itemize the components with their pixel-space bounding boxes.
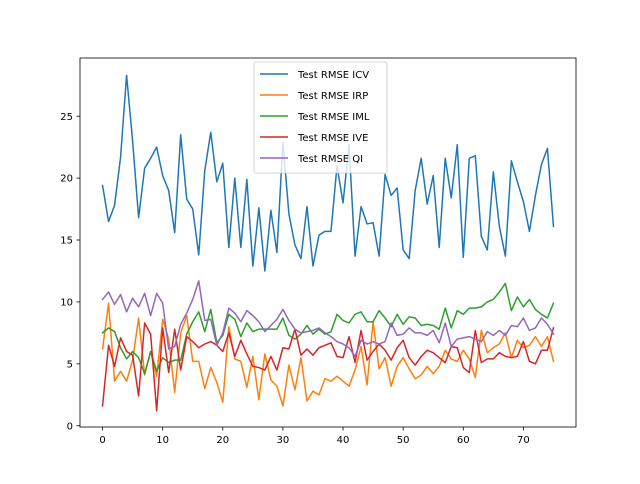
y-tick-label: 0 bbox=[67, 421, 73, 432]
legend-label-0: Test RMSE ICV bbox=[297, 70, 369, 81]
x-tick-label: 60 bbox=[457, 435, 470, 446]
y-tick-label: 20 bbox=[60, 174, 73, 185]
series-line-0 bbox=[101, 74, 555, 272]
x-tick-label: 50 bbox=[397, 435, 410, 446]
x-tick-label: 30 bbox=[277, 435, 290, 446]
legend-label-3: Test RMSE IVE bbox=[297, 133, 368, 144]
x-tick-label: 40 bbox=[337, 435, 350, 446]
series-line-3 bbox=[101, 322, 555, 412]
y-tick-label: 15 bbox=[60, 236, 73, 247]
x-tick-label: 10 bbox=[156, 435, 169, 446]
axes: 0 10 20 30 40 50 60 70 0 5 10 15 20 25 bbox=[60, 57, 577, 446]
legend-label-1: Test RMSE IRP bbox=[297, 91, 368, 102]
x-tick-label: 0 bbox=[99, 435, 105, 446]
series-line-2 bbox=[101, 282, 555, 375]
legend-label-2: Test RMSE IML bbox=[297, 112, 370, 123]
series-line-1 bbox=[101, 302, 555, 407]
y-tick-label: 5 bbox=[67, 359, 73, 370]
legend: Test RMSE ICV Test RMSE IRP Test RMSE IML T… bbox=[253, 61, 388, 174]
legend-box bbox=[253, 61, 388, 174]
y-tick-label: 25 bbox=[60, 112, 73, 123]
plot-lines bbox=[101, 74, 555, 412]
legend-label-4: Test RMSE QI bbox=[297, 154, 363, 165]
x-tick-label: 20 bbox=[216, 435, 229, 446]
x-tick-label: 70 bbox=[517, 435, 530, 446]
y-tick-label: 10 bbox=[60, 298, 73, 309]
series-line-4 bbox=[101, 280, 555, 358]
plot-frame bbox=[79, 57, 577, 428]
